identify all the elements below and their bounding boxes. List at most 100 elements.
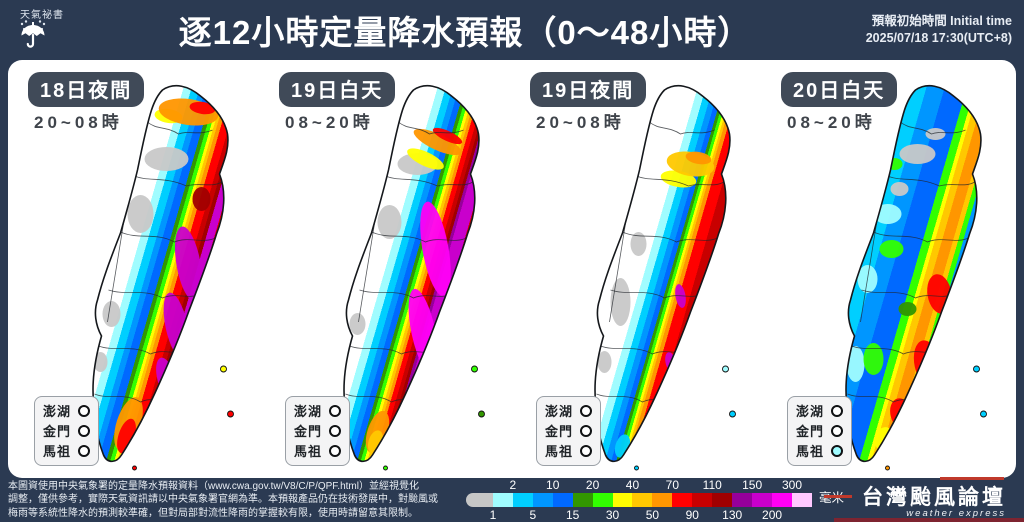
offshore-islands-inset: 澎湖 金門 馬祖 xyxy=(285,396,351,466)
forum-logo: 台灣颱風論壇 weather express xyxy=(824,477,1016,519)
forum-logo-name: 台灣颱風論壇 xyxy=(824,481,1006,511)
island-rain-marker xyxy=(831,424,844,437)
scale-label: 50 xyxy=(645,508,660,522)
disclaimer-line: 調整，僅供參考，實際天氣資訊請以中央氣象署官網為準。本預報產品仍在技術發展中，對… xyxy=(8,494,438,506)
island-rain-marker xyxy=(580,424,593,437)
forum-logo-subtitle: weather express xyxy=(906,508,1006,519)
island-rain-marker xyxy=(580,404,593,417)
taiwan-rain-map xyxy=(339,84,485,471)
scale-label: 10 xyxy=(546,478,560,492)
initial-time-block: 預報初始時間 Initial time 2025/07/18 17:30(UTC… xyxy=(834,13,1024,47)
taiwan-rain-map xyxy=(88,84,234,471)
scale-label: 30 xyxy=(605,508,620,522)
scale-label: 15 xyxy=(565,508,580,522)
offshore-island-marker xyxy=(220,365,227,373)
island-label: 澎湖 xyxy=(545,404,574,419)
scale-segment: 200 xyxy=(752,493,782,522)
island-label: 金門 xyxy=(294,424,323,439)
island-label: 馬祖 xyxy=(43,444,72,459)
taiwan-rain-map xyxy=(590,84,736,471)
initial-time-value: 2025/07/18 17:30(UTC+8) xyxy=(865,31,1012,45)
island-rain-marker xyxy=(329,424,342,437)
island-rain-marker xyxy=(329,444,342,457)
island-label: 澎湖 xyxy=(796,404,825,419)
scale-label: 40 xyxy=(625,478,640,492)
forecast-panel-3: 19日夜間 20~08時 澎湖 金門 馬祖 xyxy=(512,62,763,476)
offshore-islands-inset: 澎湖 金門 馬祖 xyxy=(34,396,100,466)
scale-label: 5 xyxy=(529,508,537,522)
scale-segment: 2 xyxy=(492,478,516,507)
island-rain-marker xyxy=(831,444,844,457)
scale-label: 300 xyxy=(781,478,802,492)
panel-time-range: 08~20時 xyxy=(787,113,876,132)
island-label: 澎湖 xyxy=(43,404,72,419)
island-rain-marker xyxy=(580,444,593,457)
scale-label: 110 xyxy=(702,478,722,492)
scale-label: 200 xyxy=(762,508,783,522)
island-label: 金門 xyxy=(545,424,574,439)
offshore-island-marker xyxy=(885,465,890,471)
island-rain-marker xyxy=(78,424,91,437)
initial-time-label: 預報初始時間 Initial time xyxy=(871,14,1012,29)
island-label: 馬祖 xyxy=(796,444,825,459)
scale-segment: 300 xyxy=(772,478,802,507)
footer-bar: 本圖資使用中央氣象署的定量降水預報資料（www.cwa.gov.tw/V8/C/… xyxy=(0,477,1024,522)
page-title: 逐12小時定量降水預報（0～48小時） xyxy=(178,14,752,51)
island-rain-marker xyxy=(78,404,91,417)
rain-scale-legend: 1 2 5 10 15 20 30 40 50 70 90 110 130 150 200 300 毫米 xyxy=(466,478,844,522)
panel-badge: 19日夜間 xyxy=(530,72,647,107)
scale-label: 1 xyxy=(489,508,497,522)
island-row-金門: 金門 xyxy=(545,421,593,440)
scale-segment: 30 xyxy=(592,493,619,522)
panel-time-range: 20~08時 xyxy=(536,113,625,132)
offshore-island-marker xyxy=(973,365,980,373)
island-rain-marker xyxy=(329,404,342,417)
offshore-island-marker xyxy=(471,365,478,373)
scale-label: 150 xyxy=(742,478,763,492)
offshore-island-marker xyxy=(383,465,388,471)
offshore-island-marker xyxy=(132,465,137,471)
forecast-panel-1: 18日夜間 20~08時 澎湖 金門 馬祖 xyxy=(10,62,261,476)
offshore-island-marker xyxy=(478,410,485,418)
header-bar: 天氣祕書 逐12小時定量降水預報（0～48小時） 預報初始時間 Initial … xyxy=(0,0,1024,60)
panel-badge: 20日白天 xyxy=(781,72,898,107)
offshore-island-marker xyxy=(634,465,639,471)
island-label: 金門 xyxy=(796,424,825,439)
scale-label: 90 xyxy=(685,508,699,522)
offshore-islands-inset: 澎湖 金門 馬祖 xyxy=(536,396,602,466)
island-label: 馬祖 xyxy=(294,444,323,459)
offshore-island-marker xyxy=(227,410,234,418)
island-rain-marker xyxy=(831,404,844,417)
island-row-澎湖: 澎湖 xyxy=(545,401,593,420)
scale-segment: 90 xyxy=(672,493,699,522)
bottom-accent-strip xyxy=(834,518,1024,522)
forecast-panel-4: 20日白天 08~20時 澎湖 金門 馬祖 xyxy=(763,62,1014,476)
brand-logo-text: 天氣祕書 xyxy=(20,9,64,21)
disclaimer-line: 梅雨等系統性降水的預測較準確，但對局部對流性降雨的掌握較有限，使用時請留意其限制… xyxy=(8,507,418,519)
offshore-islands-inset: 澎湖 金門 馬祖 xyxy=(787,396,853,466)
forecast-panels-area: 18日夜間 20~08時 澎湖 金門 馬祖 19日白天 08~20時 澎湖 xyxy=(8,60,1016,478)
scale-segment: 110 xyxy=(692,478,722,507)
scale-segment: 130 xyxy=(712,493,742,522)
island-row-金門: 金門 xyxy=(43,421,91,440)
rain-scale-bar: 1 2 5 10 15 20 30 40 50 70 90 110 130 150 200 300 毫米 xyxy=(466,478,844,522)
scale-label: 20 xyxy=(585,478,600,492)
panel-badge: 19日白天 xyxy=(279,72,396,107)
island-row-馬祖: 馬祖 xyxy=(43,441,91,460)
island-row-澎湖: 澎湖 xyxy=(43,401,91,420)
taiwan-rain-map xyxy=(841,84,987,471)
scale-segment xyxy=(791,493,812,507)
island-row-澎湖: 澎湖 xyxy=(796,401,844,420)
scale-segment: 150 xyxy=(732,478,762,507)
scale-segment: 15 xyxy=(552,493,579,522)
island-label: 馬祖 xyxy=(545,444,574,459)
scale-segment: 20 xyxy=(572,478,599,507)
scale-segment: 50 xyxy=(632,493,659,522)
scale-segment: 70 xyxy=(652,478,679,507)
scale-label: 130 xyxy=(722,508,743,522)
island-row-馬祖: 馬祖 xyxy=(294,441,342,460)
panel-time-range: 08~20時 xyxy=(285,113,374,132)
island-row-澎湖: 澎湖 xyxy=(294,401,342,420)
disclaimer-line: 本圖資使用中央氣象署的定量降水預報資料（www.cwa.gov.tw/V8/C/… xyxy=(8,480,419,492)
